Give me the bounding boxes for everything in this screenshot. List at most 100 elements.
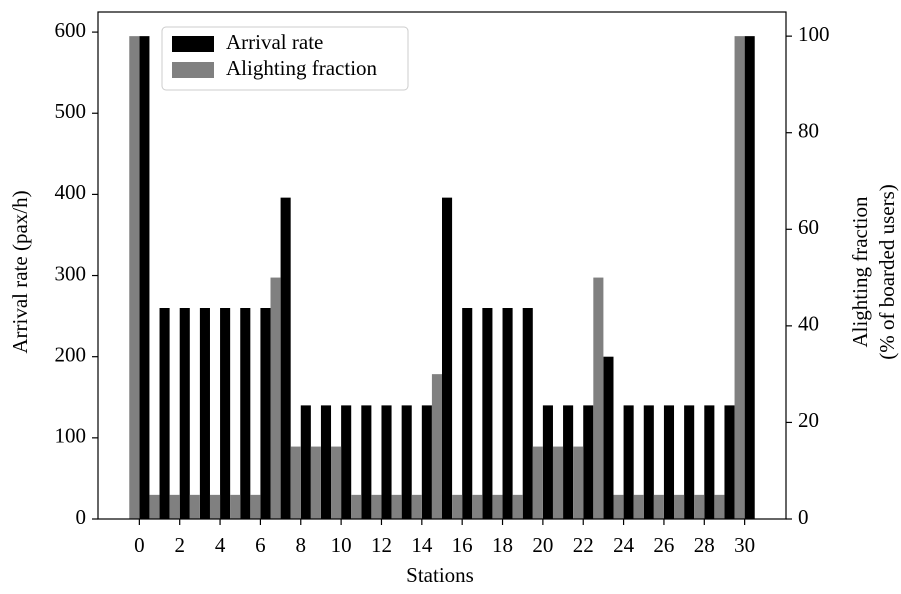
bar (674, 494, 685, 519)
x-tick-label: 8 (296, 533, 307, 557)
y2-tick-label: 100 (798, 22, 830, 46)
bar (139, 36, 150, 520)
x-tick-label: 4 (215, 533, 226, 557)
bar (663, 405, 675, 519)
bar (341, 405, 352, 519)
y2-axis-label: Alighting fraction (848, 196, 872, 348)
bar (209, 494, 221, 519)
bar (331, 446, 342, 519)
bar (724, 405, 735, 519)
y-axis-label: Arrival rate (pax/h) (8, 190, 32, 353)
x-tick-label: 22 (573, 533, 594, 557)
bar (270, 277, 281, 519)
legend-swatch (172, 62, 214, 78)
bar (704, 405, 715, 519)
bar (371, 494, 382, 519)
bar (452, 494, 463, 519)
bar (411, 494, 422, 519)
y2-tick-label: 60 (798, 215, 819, 239)
bar (199, 308, 210, 519)
legend-box (161, 26, 409, 91)
x-tick-label: 16 (452, 533, 473, 557)
bar (290, 446, 301, 519)
bar (593, 277, 604, 519)
bar (310, 446, 321, 519)
bar (653, 494, 664, 519)
legend-label: Arrival rate (226, 30, 323, 54)
bar (179, 308, 190, 519)
bar (361, 405, 372, 519)
bar (512, 494, 523, 519)
bar (240, 308, 251, 519)
bar (401, 405, 412, 519)
y2-tick-label: 0 (798, 505, 809, 529)
y-tick-label: 400 (55, 180, 87, 204)
plot-frame (97, 11, 787, 520)
x-tick-label: 2 (174, 533, 185, 557)
y-tick-label: 500 (55, 99, 87, 123)
bar (532, 446, 543, 519)
bar (351, 494, 362, 519)
y-tick-label: 200 (55, 343, 87, 367)
bar (684, 405, 695, 519)
bar (734, 36, 745, 520)
bar (169, 494, 180, 519)
bar (633, 494, 644, 519)
bar (462, 308, 473, 519)
bar (381, 405, 392, 519)
bar (542, 405, 553, 519)
legend-swatch (172, 36, 214, 52)
bar (320, 405, 332, 519)
bar (603, 356, 614, 519)
x-tick-label: 10 (331, 533, 352, 557)
bar (250, 494, 261, 519)
bar (492, 494, 503, 519)
bar (502, 308, 513, 519)
y-tick-label: 0 (76, 505, 87, 529)
x-tick-label: 20 (532, 533, 553, 557)
bar (552, 446, 564, 519)
bar (230, 494, 241, 519)
y-tick-label: 100 (55, 424, 87, 448)
x-tick-label: 14 (411, 533, 433, 557)
bar (300, 405, 311, 519)
bar (149, 494, 160, 519)
bar (159, 308, 170, 519)
y2-axis-label: (% of boarded users) (875, 184, 899, 360)
x-tick-label: 12 (371, 533, 392, 557)
bar (623, 405, 634, 519)
legend-label: Alighting fraction (226, 56, 378, 80)
bar (573, 446, 584, 519)
bar (563, 405, 574, 519)
bar (482, 308, 493, 519)
y2-tick-label: 40 (798, 312, 819, 336)
bar (714, 494, 725, 519)
y-tick-label: 600 (55, 18, 87, 42)
y-tick-label: 300 (55, 261, 87, 285)
bar (260, 308, 271, 519)
x-tick-label: 26 (653, 533, 674, 557)
bar (421, 405, 432, 519)
x-tick-label: 6 (255, 533, 266, 557)
bar (643, 405, 654, 519)
bar (583, 405, 594, 519)
bar (280, 197, 291, 519)
bar (431, 374, 442, 519)
bar (522, 308, 533, 519)
x-tick-label: 30 (734, 533, 755, 557)
x-tick-label: 24 (613, 533, 635, 557)
y2-tick-label: 20 (798, 408, 819, 432)
bar (613, 494, 624, 519)
x-axis-label: Stations (406, 563, 474, 587)
x-tick-label: 0 (134, 533, 145, 557)
x-tick-label: 18 (492, 533, 513, 557)
bar (694, 494, 705, 519)
x-tick-label: 28 (694, 533, 715, 557)
bar (391, 494, 402, 519)
bar (129, 36, 140, 520)
bar (472, 494, 483, 519)
bar (189, 494, 200, 519)
bar (442, 197, 453, 519)
bar (220, 308, 231, 519)
